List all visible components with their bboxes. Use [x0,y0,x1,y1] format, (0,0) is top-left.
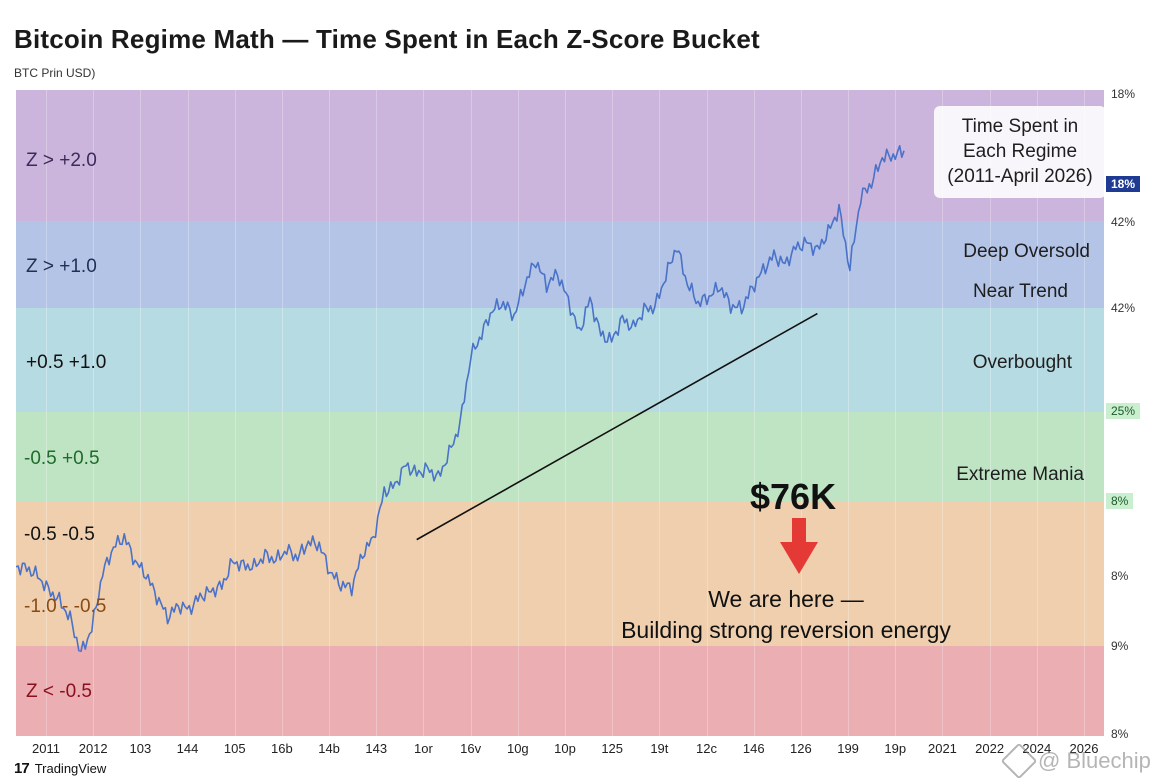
tradingview-mark-icon: 17 [14,760,30,777]
bluechip-watermark: @ Bluechip [1000,742,1151,780]
band-z-05-to-1 [16,308,1104,412]
x-tick-label: 10p [554,741,576,756]
x-tick-label: 2021 [927,741,957,756]
current-price-callout: $76K [750,476,837,517]
gridline-vertical [895,90,897,736]
x-tick-label: 2026 [1069,741,1099,756]
gridline-vertical [848,90,850,736]
right-axis-label: 8% [1111,727,1129,741]
regime-legend-box: Time Spent in Each Regime (2011-April 20… [934,106,1104,198]
x-tick-label: 2011 [32,741,60,756]
x-tick-label: 16b [271,741,293,756]
regime-label-deep-oversold: Deep Oversold [963,241,1090,262]
regime-label-overbought: Overbought [972,352,1072,373]
trend-line [416,312,818,541]
legend-line-2: Each Regime [962,141,1078,162]
band-label-minus1-to-minus05: -1.0 - -0.5 [24,596,107,617]
gridline-vertical [93,90,95,736]
x-tick-label: 146 [742,741,765,756]
right-axis-label: 8% [1111,569,1129,583]
bluechip-logo-icon [1000,742,1038,780]
right-axis-label: 8% [1106,493,1134,509]
right-axis-label: 25% [1106,403,1141,419]
chart-subtitle: BTC Prin USD) [14,66,96,80]
gridline-vertical [281,90,283,736]
x-tick-label: 199 [837,741,859,756]
band-label-z-above-1: Z > +1.0 [26,256,97,277]
x-tick-label: 19p [884,741,907,756]
legend-line-3: (2011-April 2026) [947,166,1093,187]
x-tick-label: 14b [318,741,340,756]
gridline-vertical [140,90,142,736]
red-down-arrow-icon [780,518,818,574]
callout-message: We are here — Building strong reversion … [576,584,996,646]
right-axis-label: 18% [1111,87,1136,101]
callout-line-1: We are here — [708,586,864,612]
tradingview-logo[interactable]: 17 TradingView [14,760,106,777]
right-axis-label-current: 18% [1106,176,1141,192]
gridline-vertical [376,90,378,736]
btc-price-line [16,145,905,653]
gridline-vertical [753,90,755,736]
gridline-vertical [470,90,472,736]
band-label-minus05-minus05: -0.5 -0.5 [24,524,95,545]
gridline-vertical [612,90,614,736]
right-axis-label: 42% [1111,301,1136,315]
gridline-vertical [1036,90,1038,736]
callout-line-2: Building strong reversion energy [621,617,951,643]
regime-label-near-trend: Near Trend [972,281,1068,302]
chart-title: Bitcoin Regime Math — Time Spent in Each… [14,24,760,54]
band-label-05-to-1: +0.5 +1.0 [26,352,107,373]
x-tick-label: 12c [696,741,718,756]
x-tick-label: 103 [129,741,152,756]
gridline-vertical [517,90,519,736]
gridline-vertical [706,90,708,736]
gridline-vertical [659,90,661,736]
plot-area[interactable]: Z > +2.0 Z > +1.0 +0.5 +1.0 -0.5 +0.5 -0… [16,90,1104,736]
band-label-z-above-2: Z > +2.0 [26,150,97,171]
x-tick-label: 2022 [975,741,1005,756]
gridline-vertical [46,90,47,736]
x-tick-label: 105 [223,741,246,756]
watermark-text: @ Bluechip [1038,748,1151,773]
gridline-vertical [423,90,425,736]
band-z-above-2 [16,90,1104,221]
right-axis-label: 9% [1111,639,1129,653]
gridline-vertical [329,90,331,736]
gridline-vertical [942,90,944,736]
band-z-below-minus05 [16,646,1104,736]
x-tick-label: 144 [176,741,199,756]
x-tick-label: 126 [790,741,812,756]
x-tick-label: 19t [650,741,669,756]
band-z-above-1 [16,221,1104,308]
x-tick-label: 2012 [78,741,108,756]
x-tick-label: 143 [365,741,388,756]
x-tick-label: 10g [506,741,529,756]
band-z-minus1-to-minus05 [16,501,1104,646]
gridline-vertical [565,90,566,736]
tradingview-brand: TradingView [34,761,107,776]
gridline-vertical [800,90,802,736]
gridline-vertical [989,90,991,736]
right-axis-label: 42% [1111,215,1136,229]
band-z-minus05-to-05 [16,412,1104,501]
band-label-minus05-to-05: -0.5 +0.5 [24,448,100,469]
band-label-z-below-minus05: Z < -0.5 [26,681,92,702]
gridline-vertical [1084,90,1085,736]
x-tick-label: 16v [460,741,482,756]
price-chart-svg [16,145,905,653]
x-tick-label: 1or [414,741,433,756]
x-tick-label: 2024 [1022,741,1052,756]
x-tick-label: 125 [601,741,624,756]
legend-line-1: Time Spent in [961,116,1079,137]
gridline-vertical [234,90,236,736]
gridline-vertical [187,90,189,736]
regime-label-extreme-mania: Extreme Mania [956,464,1084,485]
